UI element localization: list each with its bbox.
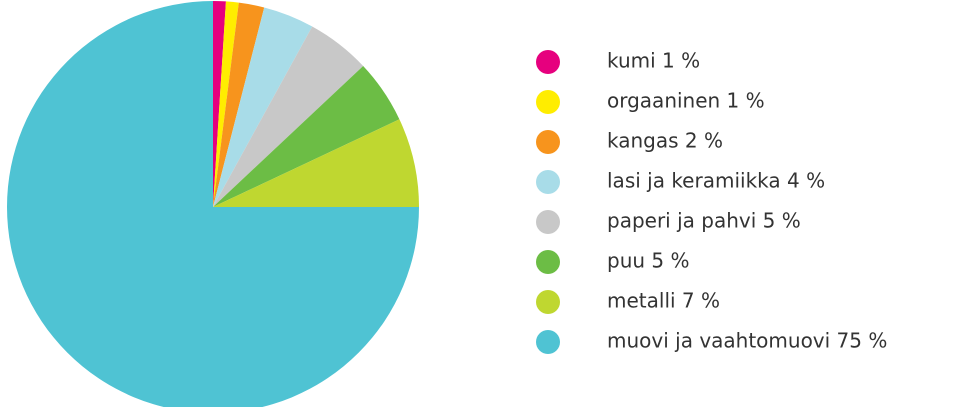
legend-swatch xyxy=(536,90,560,114)
legend-swatch xyxy=(536,210,560,234)
pie-slice xyxy=(213,26,364,208)
legend-label: kumi 1 % xyxy=(607,49,700,73)
legend-label: muovi ja vaahtomuovi 75 % xyxy=(607,329,887,353)
legend-label: puu 5 % xyxy=(607,249,690,273)
pie-slice xyxy=(7,1,419,407)
legend-swatch xyxy=(536,50,560,74)
legend-label: orgaaninen 1 % xyxy=(607,89,765,113)
legend-swatch xyxy=(536,330,560,354)
pie-slice xyxy=(213,1,226,207)
legend-swatch xyxy=(536,130,560,154)
pie-slice xyxy=(213,2,265,207)
legend-label: lasi ja keramiikka 4 % xyxy=(607,169,825,193)
legend-label: paperi ja pahvi 5 % xyxy=(607,209,801,233)
legend-swatch xyxy=(536,290,560,314)
legend-label: metalli 7 % xyxy=(607,289,720,313)
pie-slice xyxy=(213,7,313,208)
pie-slice xyxy=(213,1,239,207)
pie-slice xyxy=(213,65,400,207)
pie-slice xyxy=(213,119,419,207)
legend-label: kangas 2 % xyxy=(607,129,723,153)
legend-swatch xyxy=(536,250,560,274)
legend-swatch xyxy=(536,170,560,194)
